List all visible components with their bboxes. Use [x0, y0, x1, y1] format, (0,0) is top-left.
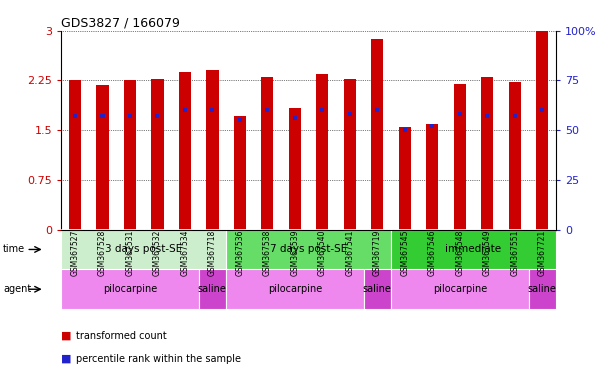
Text: time: time — [3, 245, 25, 255]
Bar — [96, 85, 109, 230]
Bar — [529, 229, 556, 230]
Text: GSM367527: GSM367527 — [70, 229, 79, 276]
Bar — [453, 84, 466, 230]
Bar — [144, 229, 171, 230]
Bar — [316, 74, 329, 230]
Text: GSM367528: GSM367528 — [98, 229, 107, 275]
Bar — [343, 79, 356, 230]
Bar — [375, 108, 379, 112]
Bar — [485, 114, 489, 118]
Text: immediate: immediate — [445, 245, 502, 255]
Bar — [364, 229, 391, 230]
Bar — [226, 230, 391, 269]
Bar — [61, 230, 226, 269]
Text: GSM367541: GSM367541 — [345, 229, 354, 276]
Text: saline: saline — [528, 284, 557, 294]
Bar — [540, 108, 544, 112]
Text: GSM367546: GSM367546 — [428, 229, 437, 276]
Bar — [536, 31, 549, 230]
Bar — [474, 229, 501, 230]
Text: pilocarpine: pilocarpine — [103, 284, 157, 294]
Text: pilocarpine: pilocarpine — [268, 284, 322, 294]
Bar — [178, 73, 191, 230]
Bar — [364, 269, 391, 309]
Bar — [233, 116, 246, 230]
Bar — [171, 229, 199, 230]
Bar — [391, 230, 556, 269]
Text: GSM367549: GSM367549 — [483, 229, 492, 276]
Bar — [199, 229, 226, 230]
Text: transformed count: transformed count — [76, 331, 167, 341]
Text: GSM367718: GSM367718 — [208, 229, 217, 275]
Bar — [426, 124, 439, 230]
Bar — [320, 108, 324, 112]
Bar — [508, 83, 521, 230]
Bar — [293, 116, 297, 120]
Bar — [430, 124, 434, 128]
Bar — [288, 108, 301, 230]
Bar — [265, 108, 269, 112]
Text: 7 days post-SE: 7 days post-SE — [270, 245, 347, 255]
Bar — [210, 108, 214, 112]
Bar — [309, 229, 336, 230]
Bar — [419, 229, 446, 230]
Bar — [89, 229, 116, 230]
Text: GSM367540: GSM367540 — [318, 229, 327, 276]
Bar — [123, 80, 136, 230]
Bar — [151, 79, 164, 230]
Bar — [391, 229, 419, 230]
Text: GDS3827 / 166079: GDS3827 / 166079 — [61, 17, 180, 30]
Bar — [458, 112, 462, 116]
Bar — [403, 128, 407, 132]
Text: GSM367545: GSM367545 — [400, 229, 409, 276]
Text: GSM367719: GSM367719 — [373, 229, 382, 276]
Text: saline: saline — [363, 284, 392, 294]
Bar — [73, 114, 77, 118]
Bar — [199, 269, 226, 309]
Bar — [446, 229, 474, 230]
Bar — [238, 118, 242, 122]
Text: GSM367534: GSM367534 — [180, 229, 189, 276]
Text: pilocarpine: pilocarpine — [433, 284, 487, 294]
Bar — [206, 71, 219, 230]
Text: GSM367536: GSM367536 — [235, 229, 244, 276]
Text: ■: ■ — [61, 331, 71, 341]
Bar — [501, 229, 529, 230]
Bar — [183, 108, 187, 112]
Bar — [391, 269, 529, 309]
Bar — [513, 114, 517, 118]
Bar — [128, 114, 132, 118]
Text: GSM367531: GSM367531 — [125, 229, 134, 276]
Bar — [529, 269, 556, 309]
Bar — [371, 39, 384, 230]
Bar — [281, 229, 309, 230]
Text: GSM367721: GSM367721 — [538, 229, 547, 275]
Bar — [226, 269, 364, 309]
Bar — [68, 80, 81, 230]
Bar — [116, 229, 144, 230]
Bar — [481, 77, 494, 230]
Text: GSM367539: GSM367539 — [290, 229, 299, 276]
Text: agent: agent — [3, 284, 31, 294]
Bar — [254, 229, 281, 230]
Text: GSM367551: GSM367551 — [510, 229, 519, 276]
Text: ■: ■ — [61, 354, 71, 364]
Bar — [100, 114, 104, 118]
Bar — [226, 229, 254, 230]
Bar — [398, 127, 411, 230]
Text: percentile rank within the sample: percentile rank within the sample — [76, 354, 241, 364]
Text: GSM367538: GSM367538 — [263, 229, 272, 276]
Text: GSM367532: GSM367532 — [153, 229, 162, 276]
Text: 3 days post-SE: 3 days post-SE — [105, 245, 182, 255]
Bar — [155, 114, 159, 118]
Bar — [61, 269, 199, 309]
Text: saline: saline — [198, 284, 227, 294]
Text: GSM367548: GSM367548 — [455, 229, 464, 276]
Bar — [261, 77, 274, 230]
Bar — [348, 112, 352, 116]
Bar — [336, 229, 364, 230]
Bar — [61, 229, 89, 230]
